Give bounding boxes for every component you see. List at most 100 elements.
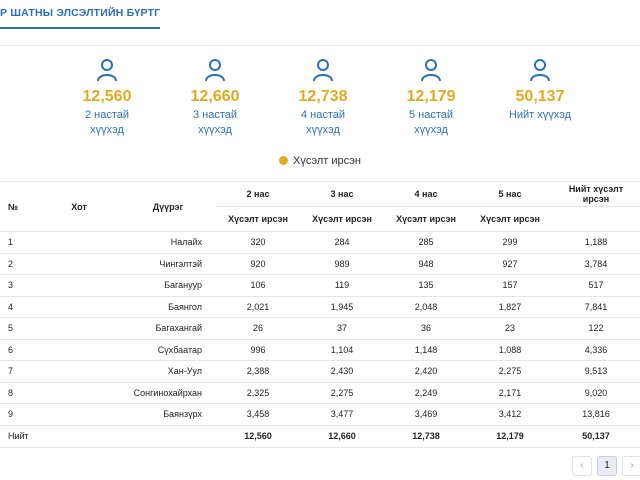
cell-no: 3 xyxy=(0,274,38,297)
header-age4: 4 нас xyxy=(384,181,468,207)
user-icon xyxy=(421,59,441,82)
legend-label: Хүсэлт ирсэн xyxy=(293,155,361,167)
header-age5: 5 нас xyxy=(468,181,552,207)
total-grand: 50,137 xyxy=(552,425,640,448)
cell-no: 9 xyxy=(0,403,38,426)
cell-age3: 37 xyxy=(300,317,384,340)
cell-no: 4 xyxy=(0,296,38,318)
cell-district: Багануур xyxy=(120,274,216,297)
cell-age5: 3,412 xyxy=(468,403,552,426)
cell-age3: 284 xyxy=(300,231,384,254)
cell-age2: 106 xyxy=(216,274,300,297)
cell-age2: 26 xyxy=(216,317,300,340)
prev-page-button[interactable]: ‹ xyxy=(572,456,592,476)
table-total-row: Нийт 12,560 12,660 12,738 12,179 50,137 xyxy=(0,425,640,448)
total-age4: 12,738 xyxy=(384,425,468,448)
cell-age3: 1,945 xyxy=(300,296,384,318)
cell-district: Налайх xyxy=(120,231,216,254)
legend[interactable]: Хүсэлт ирсэн xyxy=(0,155,640,171)
stat-label: 4 настай хүүхэд xyxy=(300,109,346,136)
cell-total: 7,841 xyxy=(552,296,640,318)
stat-card-age4: 12,738 4 настай хүүхэд xyxy=(268,58,378,138)
cell-age4: 3,469 xyxy=(384,403,468,426)
cell-city xyxy=(38,231,120,254)
table-row: 5 Багахангай 26 37 36 23 122 xyxy=(0,317,640,340)
cell-city xyxy=(38,382,120,404)
cell-age4: 2,048 xyxy=(384,296,468,318)
table-row: 1 Налайх 320 284 285 299 1,188 xyxy=(0,231,640,254)
table-row: 7 Хан-Уул 2,388 2,430 2,420 2,275 9,513 xyxy=(0,360,640,383)
stat-value: 50,137 xyxy=(515,88,565,105)
table-row: 2 Чингэлтэй 920 989 948 927 3,784 xyxy=(0,253,640,275)
cell-age4: 2,420 xyxy=(384,360,468,383)
table-row: 9 Баянзүрх 3,458 3,477 3,469 3,412 13,81… xyxy=(0,403,640,426)
cell-city xyxy=(38,253,120,275)
cell-city xyxy=(38,274,120,297)
cell-district: Баянзүрх xyxy=(120,403,216,426)
user-icon xyxy=(97,59,117,82)
stat-value: 12,660 xyxy=(190,88,240,105)
stat-card-age2: 12,560 2 настай хүүхэд xyxy=(52,58,162,138)
user-icon xyxy=(530,59,550,82)
total-age2: 12,560 xyxy=(216,425,300,448)
cell-age4: 36 xyxy=(384,317,468,340)
subheader-requested: Хүсэлт ирсэн xyxy=(216,206,300,232)
cell-no: 7 xyxy=(0,360,38,383)
cell-age4: 135 xyxy=(384,274,468,297)
cell-age5: 2,171 xyxy=(468,382,552,404)
cell-city xyxy=(38,360,120,383)
cell-age2: 3,458 xyxy=(216,403,300,426)
cell-city xyxy=(38,317,120,340)
page-1-button[interactable]: 1 xyxy=(597,456,617,476)
cell-age5: 299 xyxy=(468,231,552,254)
table-row: 4 Баянгол 2,021 1,945 2,048 1,827 7,841 xyxy=(0,296,640,318)
cell-no: 5 xyxy=(0,317,38,340)
cell-age4: 285 xyxy=(384,231,468,254)
total-label: Нийт xyxy=(0,425,38,448)
cell-age2: 2,388 xyxy=(216,360,300,383)
cell-district: Хан-Уул xyxy=(120,360,216,383)
total-empty xyxy=(120,425,216,448)
next-page-button[interactable]: › xyxy=(622,456,640,476)
stat-value: 12,179 xyxy=(406,88,456,105)
subheader-requested: Хүсэлт ирсэн xyxy=(300,206,384,232)
header-no: № xyxy=(0,181,38,232)
total-age5: 12,179 xyxy=(468,425,552,448)
cell-total: 9,513 xyxy=(552,360,640,383)
tab-active-indicator xyxy=(0,27,160,29)
total-empty xyxy=(38,425,120,448)
cell-district: Сонгинохайрхан xyxy=(120,382,216,404)
user-icon xyxy=(313,59,333,82)
table-row: 6 Сүхбаатар 996 1,104 1,148 1,088 4,336 xyxy=(0,339,640,361)
cell-age5: 1,088 xyxy=(468,339,552,361)
subheader-requested: Хүсэлт ирсэн xyxy=(468,206,552,232)
chevron-left-icon: ‹ xyxy=(580,460,584,471)
header-district: Дүүрэг xyxy=(120,181,216,232)
cell-age4: 2,249 xyxy=(384,382,468,404)
cell-age5: 1,827 xyxy=(468,296,552,318)
cell-age3: 2,275 xyxy=(300,382,384,404)
cell-age2: 920 xyxy=(216,253,300,275)
cell-age2: 2,325 xyxy=(216,382,300,404)
cell-total: 3,784 xyxy=(552,253,640,275)
cell-age2: 320 xyxy=(216,231,300,254)
cell-total: 13,816 xyxy=(552,403,640,426)
cell-age3: 2,430 xyxy=(300,360,384,383)
cell-no: 1 xyxy=(0,231,38,254)
cell-district: Сүхбаатар xyxy=(120,339,216,361)
header-age3: 3 нас xyxy=(300,181,384,207)
stat-card-total: 50,137 Нийт хүүхэд xyxy=(485,58,595,123)
cell-age5: 157 xyxy=(468,274,552,297)
subheader-empty xyxy=(552,206,640,232)
stat-value: 12,738 xyxy=(298,88,348,105)
tab-registration[interactable]: Р ШАТНЫ ЭЛСЭЛТИЙН БҮРТГЭЛ xyxy=(0,0,160,30)
subheader-requested: Хүсэлт ирсэн xyxy=(384,206,468,232)
stat-value: 12,560 xyxy=(82,88,132,105)
cell-city xyxy=(38,296,120,318)
header-city: Хот xyxy=(38,181,120,232)
stat-label: Нийт хүүхэд xyxy=(508,109,572,121)
cell-age5: 2,275 xyxy=(468,360,552,383)
stat-card-age3: 12,660 3 настай хүүхэд xyxy=(160,58,270,138)
cell-total: 517 xyxy=(552,274,640,297)
cell-district: Чингэлтэй xyxy=(120,253,216,275)
